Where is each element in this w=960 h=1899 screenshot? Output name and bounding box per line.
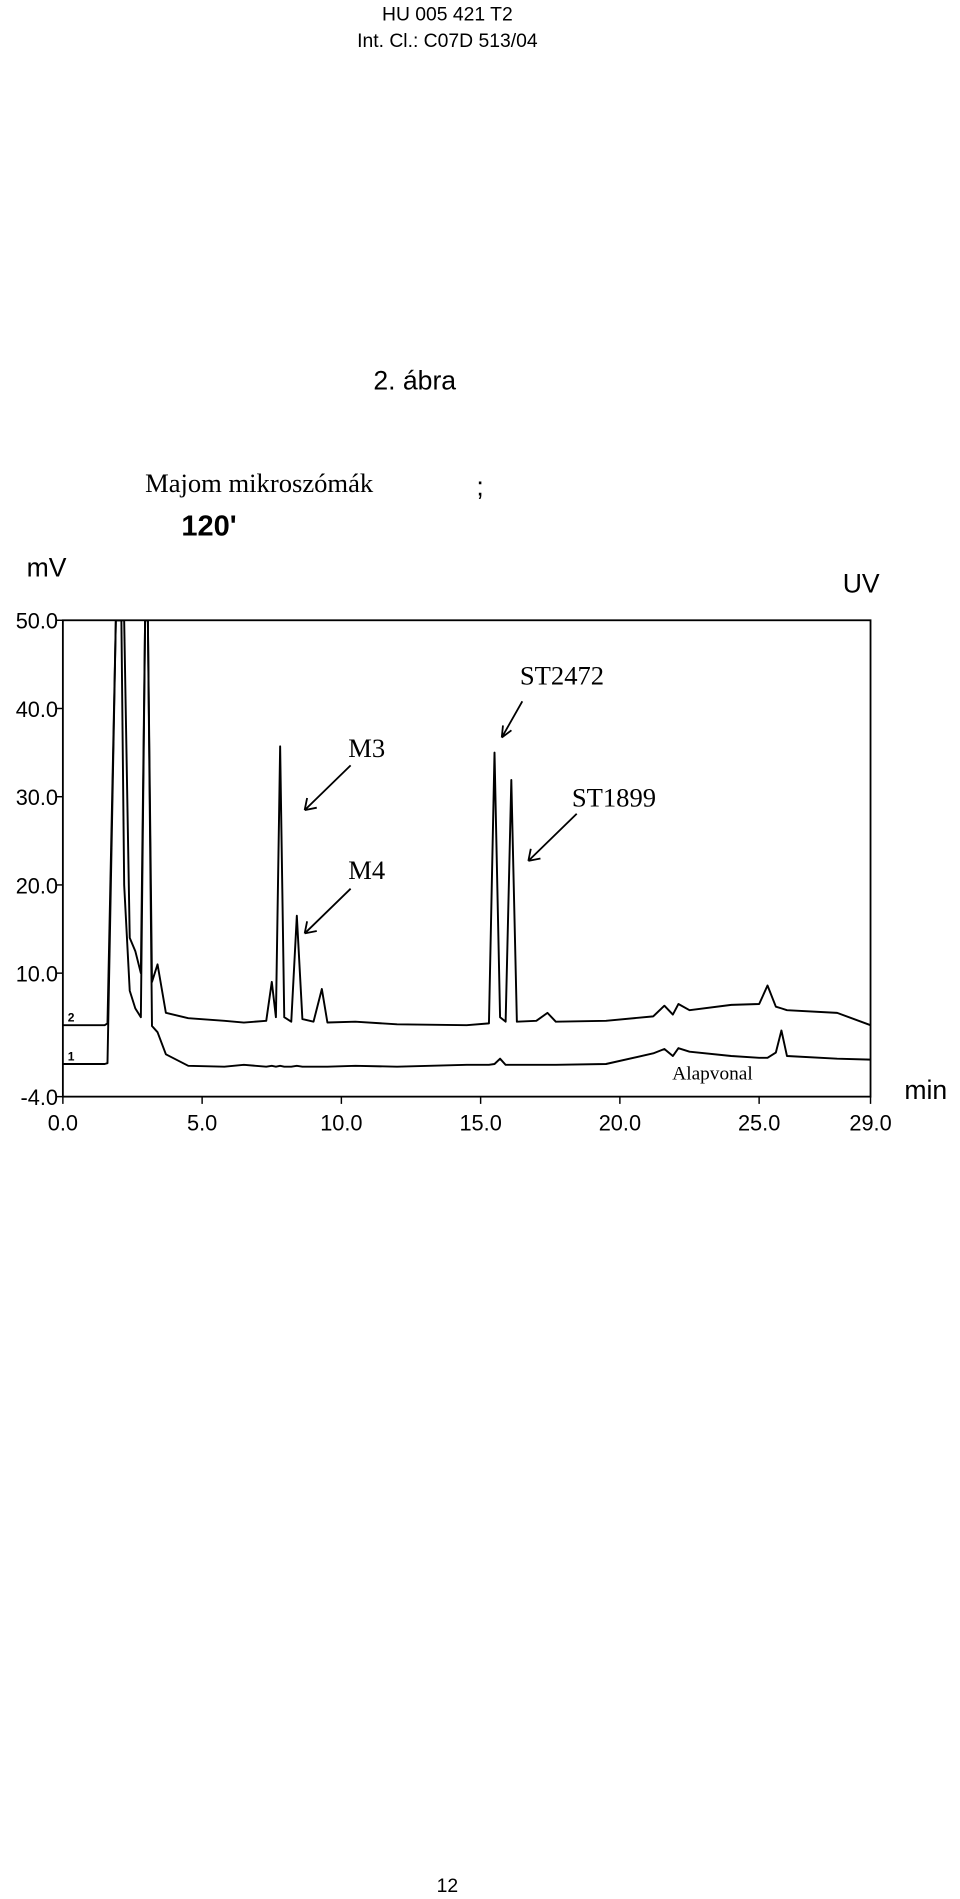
traces [62,620,871,1068]
doc-number: HU 005 421 T2 [382,4,513,26]
series-label: 1 [68,1049,75,1063]
y-tick-label: 30.0 [16,785,58,810]
x-tick-label: 5.0 [187,1110,217,1135]
x-axis-label: min [904,1075,947,1105]
x-tick-label: 15.0 [459,1110,501,1135]
annotation: ST2472 [520,660,604,690]
y-tick-label: 40.0 [16,697,58,722]
trace [62,620,871,1068]
annotation: M3 [348,733,385,763]
x-tick-label: 20.0 [599,1110,641,1135]
x-tick-label: 10.0 [320,1110,362,1135]
arrow-m4 [303,888,352,935]
y-tick-label: 20.0 [16,873,58,898]
chart-title: Majom mikroszómák [145,468,374,498]
plot-frame [61,619,872,1098]
annotation: M4 [348,855,385,885]
arrow-m3 [303,764,352,811]
arrow-st1899 [527,813,578,862]
trace [62,620,871,1027]
y-tick-label: 50.0 [16,609,58,634]
x-tick-label: 25.0 [738,1110,780,1135]
detector-label: UV [843,568,880,598]
x-tick-label: 0.0 [48,1110,78,1135]
y-tick-label: 10.0 [16,962,58,987]
figure-label: 2. ábra [373,365,456,395]
arrow-st2472 [500,700,524,739]
annotation: ST1899 [572,782,656,812]
annotation: Alapvonal [672,1064,753,1085]
chart-subtitle: 120' [181,511,236,543]
y-tick-label: -4.0 [21,1085,58,1110]
y-axis-label: mV [27,553,67,583]
page-number: 12 [437,1875,459,1897]
classification: Int. Cl.: C07D 513/04 [357,30,538,52]
arrows [303,700,578,935]
series-label: 2 [68,1011,75,1025]
x-tick-label: 29.0 [849,1110,891,1135]
title-mark: ; [476,472,483,502]
